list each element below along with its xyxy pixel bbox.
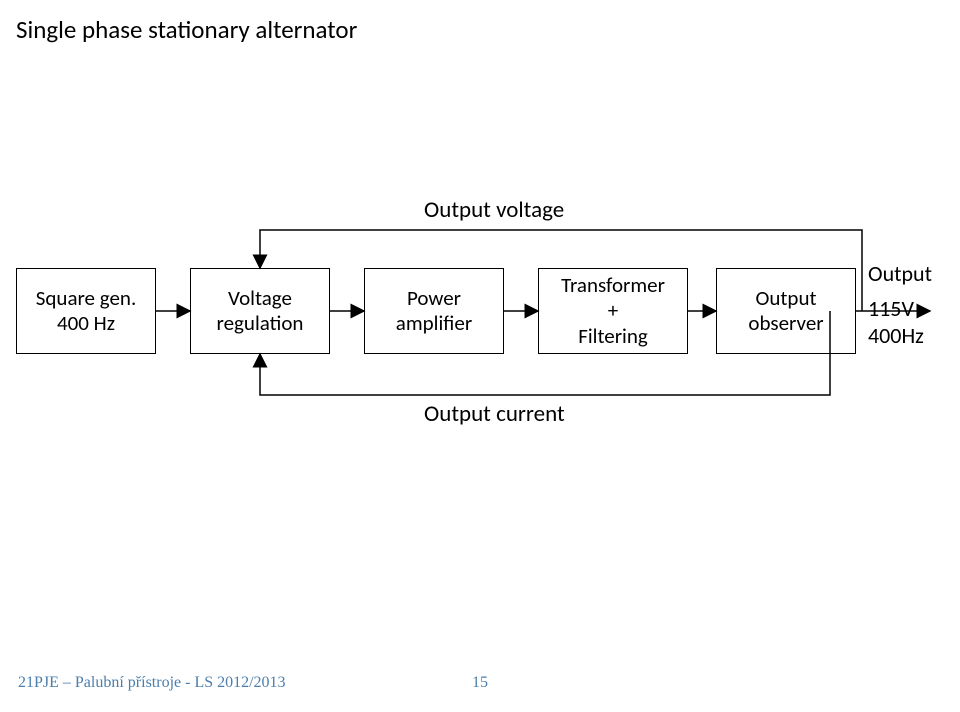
block-label: Output [755, 286, 816, 311]
page-number: 15 [472, 674, 488, 692]
block-voltage-regulation: Voltage regulation [190, 268, 330, 354]
block-label: regulation [217, 311, 304, 336]
block-label: Filtering [578, 324, 648, 349]
slide-title: Single phase stationary alternator [16, 14, 357, 45]
current-feedback-label: Output current [424, 400, 565, 428]
block-label: Transformer [561, 273, 665, 298]
footer-text: 21PJE – Palubní přístroje - LS 2012/2013 [18, 674, 286, 692]
diagram-arrows [0, 0, 960, 712]
block-square-gen: Square gen. 400 Hz [16, 268, 156, 354]
block-label: Power [407, 286, 461, 311]
block-label: Square gen. [36, 286, 137, 311]
block-output-observer: Output observer [716, 268, 856, 354]
output-label: Output 115V 400Hz [868, 260, 932, 349]
block-label: amplifier [396, 311, 472, 336]
block-label: Voltage [228, 286, 292, 311]
output-heading: Output [868, 260, 932, 287]
output-v: 115V [868, 295, 932, 322]
block-label: + [608, 298, 618, 323]
block-label: observer [748, 311, 823, 336]
block-power-amplifier: Power amplifier [364, 268, 504, 354]
voltage-feedback-label: Output voltage [424, 196, 564, 224]
block-label: 400 Hz [57, 311, 115, 336]
output-f: 400Hz [868, 322, 932, 349]
block-transformer-filtering: Transformer + Filtering [538, 268, 688, 354]
